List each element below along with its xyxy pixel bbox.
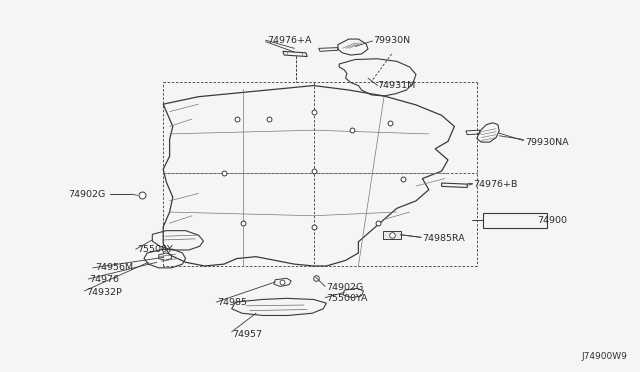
- Text: 74985: 74985: [218, 298, 248, 307]
- Text: 74902G: 74902G: [326, 283, 364, 292]
- Text: 79930NA: 79930NA: [525, 138, 568, 147]
- Text: 75500Y: 75500Y: [138, 246, 173, 254]
- Text: 74931M: 74931M: [378, 81, 416, 90]
- Text: 74976: 74976: [90, 275, 120, 284]
- Text: 79930N: 79930N: [373, 36, 410, 45]
- Text: 74976+A: 74976+A: [268, 36, 312, 45]
- Text: 74976+B: 74976+B: [474, 180, 518, 189]
- Text: 74900: 74900: [538, 216, 568, 225]
- Text: 74957: 74957: [232, 330, 262, 339]
- Text: 75500YA: 75500YA: [326, 294, 368, 303]
- Text: 74956M: 74956M: [95, 263, 133, 272]
- Text: 74985RA: 74985RA: [422, 234, 465, 243]
- FancyBboxPatch shape: [383, 231, 401, 239]
- Text: 74902G: 74902G: [68, 190, 105, 199]
- Text: 74932P: 74932P: [86, 288, 122, 296]
- Text: J74900W9: J74900W9: [581, 352, 627, 361]
